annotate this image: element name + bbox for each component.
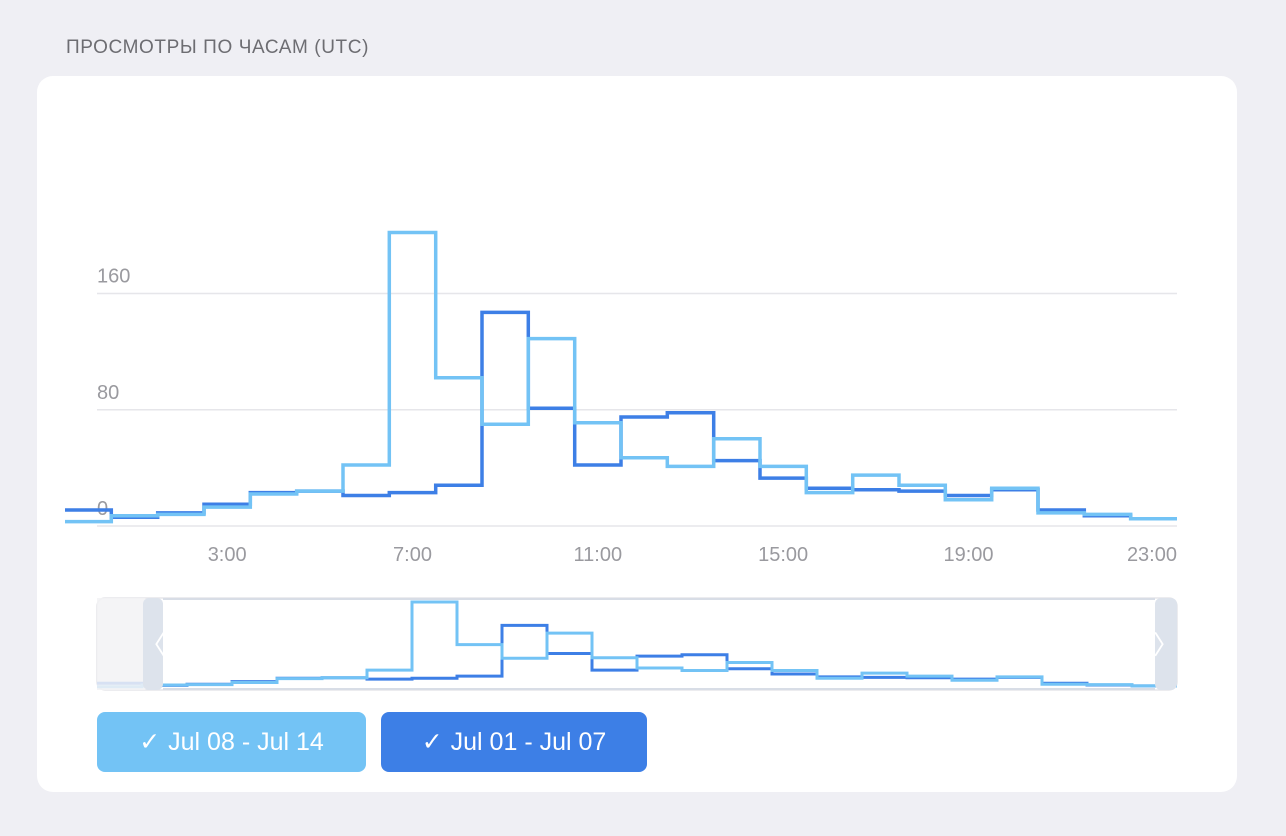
- legend-label: Jul 01 - Jul 07: [450, 727, 607, 756]
- series-line-jul-08-14: [65, 230, 1177, 524]
- legend-label: Jul 08 - Jul 14: [168, 727, 324, 756]
- chevron-left-icon: 〈: [140, 631, 166, 661]
- navigator-unselected-area: [97, 598, 145, 690]
- x-tick-label: 23:00: [1127, 544, 1177, 566]
- x-tick-label: 15:00: [758, 544, 808, 566]
- x-tick-label: 3:00: [208, 544, 247, 566]
- chart-card: 0 80 160 3:00 7:00 11:00 15:00 19:00 23:00 〈〉 ✓ J…: [37, 76, 1237, 792]
- navigator-series-line: [97, 600, 1177, 689]
- x-tick-label: 11:00: [574, 544, 623, 566]
- checkmark-icon: ✓: [421, 728, 443, 756]
- y-tick-label: 160: [97, 266, 130, 288]
- chevron-right-icon: 〉: [1153, 631, 1179, 661]
- navigator-right-handle[interactable]: [1155, 598, 1177, 690]
- checkmark-icon: ✓: [139, 728, 161, 756]
- x-tick-label: 19:00: [943, 544, 993, 566]
- navigator-left-handle[interactable]: [143, 598, 163, 690]
- y-tick-label: 80: [97, 382, 119, 404]
- legend-toggle-jul-01-07[interactable]: ✓ Jul 01 - Jul 07: [381, 712, 647, 772]
- x-tick-label: 7:00: [393, 544, 432, 566]
- legend-toggle-jul-08-14[interactable]: ✓ Jul 08 - Jul 14: [97, 712, 366, 772]
- section-title: ПРОСМОТРЫ ПО ЧАСАМ (UTC): [66, 37, 369, 58]
